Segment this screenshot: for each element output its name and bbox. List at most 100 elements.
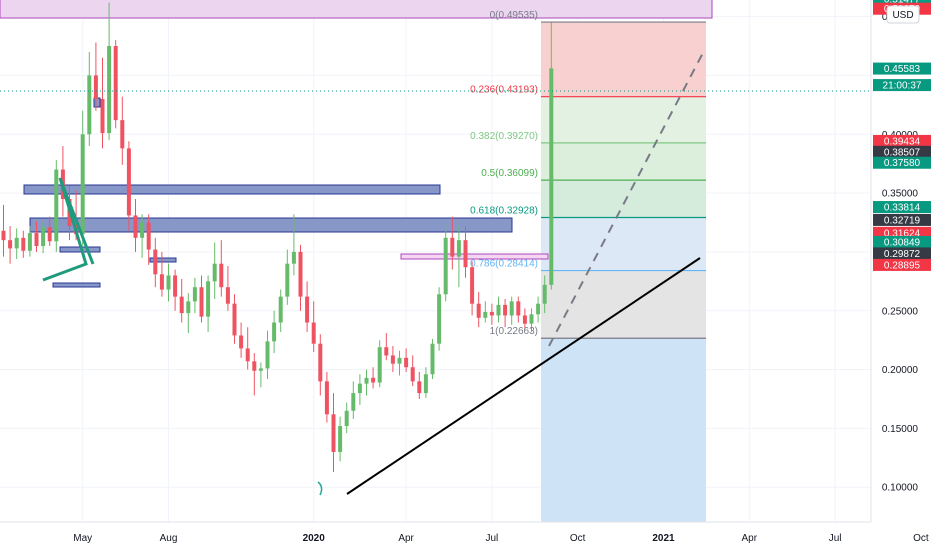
candle-body	[364, 377, 369, 384]
candle-body	[318, 343, 323, 382]
candle-body	[397, 357, 402, 364]
candle-body	[417, 381, 422, 394]
grid-lines	[0, 0, 922, 522]
candle-body	[390, 355, 395, 364]
time-tick-label: Oct	[570, 533, 586, 544]
projection-line	[548, 48, 706, 347]
candle-body	[153, 249, 158, 275]
fib-zone	[541, 22, 706, 97]
fib-zone-extension	[541, 338, 706, 522]
price-tag-bg	[873, 0, 931, 6]
price-tag-bg	[873, 247, 931, 260]
candle-body	[278, 296, 283, 323]
fib-zones	[541, 22, 706, 522]
price-tag-bg	[873, 79, 931, 92]
price-tag-label: 0.39434	[884, 136, 921, 147]
candle-body	[54, 169, 59, 242]
price-tag-bg	[873, 134, 931, 147]
price-tag-bg	[873, 201, 931, 214]
candle-body	[489, 311, 494, 316]
candle-body	[100, 98, 105, 134]
candle-body	[192, 287, 197, 302]
zone-upper	[23, 184, 441, 195]
fib-label-0.786: 0.786(0.28414)	[470, 259, 538, 270]
price-tag-bg	[873, 145, 931, 158]
time-tick-label: 2020	[303, 533, 326, 544]
candle-body	[1, 230, 6, 241]
candle-body	[199, 287, 204, 317]
candle-body	[179, 296, 184, 314]
price-tag-label: 0.31624	[884, 228, 921, 239]
candle-body	[265, 341, 270, 369]
candle-body	[311, 322, 316, 344]
zone-middle	[29, 217, 513, 233]
candle-body	[113, 46, 118, 121]
candle-body	[225, 287, 230, 304]
candle-body	[285, 263, 290, 297]
candle-body	[159, 274, 164, 290]
candle-body	[173, 275, 178, 297]
fib-label-0: 0(0.49535)	[490, 10, 538, 21]
candle-body	[34, 233, 39, 247]
candle-body	[291, 251, 296, 264]
time-tick-label: Jul	[486, 533, 499, 544]
candle-body	[529, 314, 534, 324]
candle-body	[80, 134, 85, 235]
candle-body	[384, 347, 389, 356]
candle-body	[338, 426, 343, 452]
candle-body	[272, 322, 277, 342]
price-tag-label: 0.30849	[884, 237, 921, 248]
candle-body	[252, 361, 257, 371]
price-tag-label: 0.37580	[884, 158, 921, 169]
candle-body	[516, 301, 521, 316]
candle-body	[8, 240, 13, 249]
candle-body	[371, 377, 376, 383]
candle-body	[456, 240, 461, 257]
candle-body	[536, 303, 541, 315]
time-tick-label: May	[73, 533, 92, 544]
candle-body	[298, 251, 303, 297]
candle-body	[305, 296, 310, 323]
candle-body	[430, 343, 435, 375]
price-tag-label: 0.32719	[884, 215, 921, 226]
candle-body	[21, 237, 26, 251]
fib-zone	[541, 270, 706, 339]
candle-body	[212, 263, 217, 282]
candle-body	[443, 237, 448, 295]
candle-body	[126, 148, 131, 216]
price-tick-label: 0.35000	[882, 189, 919, 200]
candle-body	[522, 315, 527, 324]
fib-zone	[541, 96, 706, 143]
candle-body	[140, 222, 145, 238]
zone-small-4	[149, 257, 177, 263]
zone-small-2	[52, 282, 101, 288]
price-tag-bg	[873, 258, 931, 271]
supply-zone-top	[0, 0, 713, 19]
fib-zone	[541, 180, 706, 218]
candle-body	[41, 227, 46, 247]
candle-body	[47, 227, 52, 242]
candle-body	[219, 263, 224, 288]
pattern-drawing	[42, 177, 95, 282]
candle-body	[377, 347, 382, 383]
candle-body	[476, 303, 481, 318]
candle-body	[245, 348, 250, 362]
price-tag-label: 21:00:37	[883, 81, 922, 92]
currency-button[interactable]: USD	[886, 5, 920, 24]
price-tag-label: 0.28895	[884, 260, 921, 271]
fib-label-0.236: 0.236(0.43193)	[470, 85, 538, 96]
price-tag-bg	[873, 62, 931, 75]
price-tag-bg	[873, 156, 931, 169]
candle-body	[133, 215, 138, 238]
fib-label-0.382: 0.382(0.39270)	[470, 131, 538, 142]
time-tick-label: Apr	[742, 533, 758, 544]
time-tick-label: Oct	[913, 533, 929, 544]
candle-body	[239, 335, 244, 349]
price-tick-label: 0.25000	[882, 306, 919, 317]
candle-body	[410, 367, 415, 382]
candle-body	[496, 304, 501, 316]
price-tick-label: 0.20000	[882, 365, 919, 376]
candle-body	[93, 75, 98, 99]
